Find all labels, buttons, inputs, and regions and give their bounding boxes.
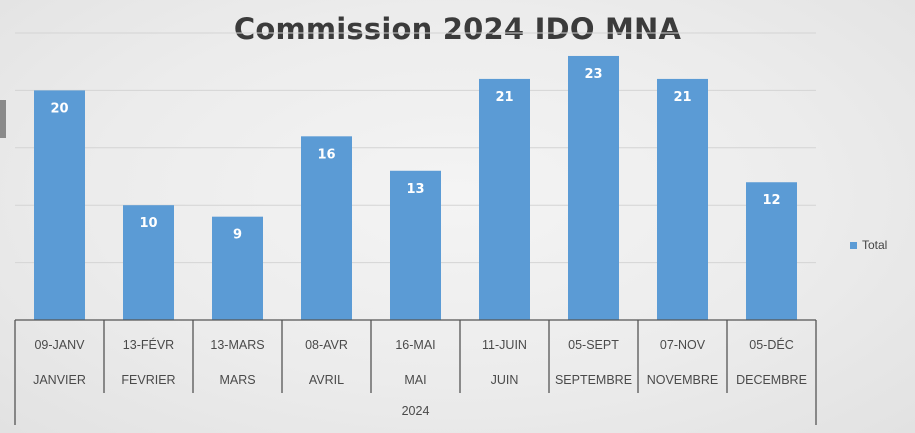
bar	[301, 136, 352, 320]
category-month-label: JUIN	[491, 373, 519, 387]
bar	[479, 78, 530, 320]
category-date-label: 07-NOV	[660, 338, 706, 352]
category-date-label: 09-JANV	[34, 338, 85, 352]
bar	[123, 205, 174, 320]
category-date-label: 11-JUIN	[482, 338, 527, 352]
category-date-label: 13-FÉVR	[123, 337, 174, 352]
legend-swatch	[850, 241, 857, 249]
category-date-label: 08-AVR	[305, 338, 348, 352]
category-month-label: SEPTEMBRE	[555, 373, 632, 387]
data-label: 9	[233, 228, 242, 243]
data-label: 20	[50, 101, 68, 116]
category-month-label: NOVEMBRE	[647, 373, 719, 387]
category-month-label: AVRIL	[309, 373, 344, 387]
legend-label: Total	[862, 238, 888, 252]
bar	[568, 55, 619, 321]
category-month-label: MARS	[219, 373, 255, 387]
category-date-label: 13-MARS	[210, 338, 264, 352]
data-label: 10	[139, 216, 157, 231]
bar	[34, 90, 85, 321]
data-label: 21	[495, 90, 513, 105]
category-date-label: 16-MAI	[395, 338, 435, 352]
edge-tab	[0, 100, 6, 138]
category-month-label: FEVRIER	[121, 373, 175, 387]
data-label: 21	[673, 90, 691, 105]
data-label: 13	[406, 182, 424, 197]
bar	[657, 78, 708, 320]
category-month-label: JANVIER	[33, 373, 86, 387]
data-label: 16	[317, 147, 335, 162]
chart-title: Commission 2024 IDO MNA	[233, 12, 682, 46]
category-date-label: 05-DÉC	[749, 337, 793, 352]
legend: Total	[850, 238, 887, 252]
bar	[212, 216, 263, 320]
data-label: 23	[584, 67, 602, 82]
data-label: 12	[762, 193, 780, 208]
category-month-label: MAI	[404, 373, 426, 387]
bar	[746, 182, 797, 320]
category-date-label: 05-SEPT	[568, 338, 619, 352]
year-label: 2024	[402, 404, 430, 418]
bar	[390, 170, 441, 320]
category-month-label: DECEMBRE	[736, 373, 807, 387]
